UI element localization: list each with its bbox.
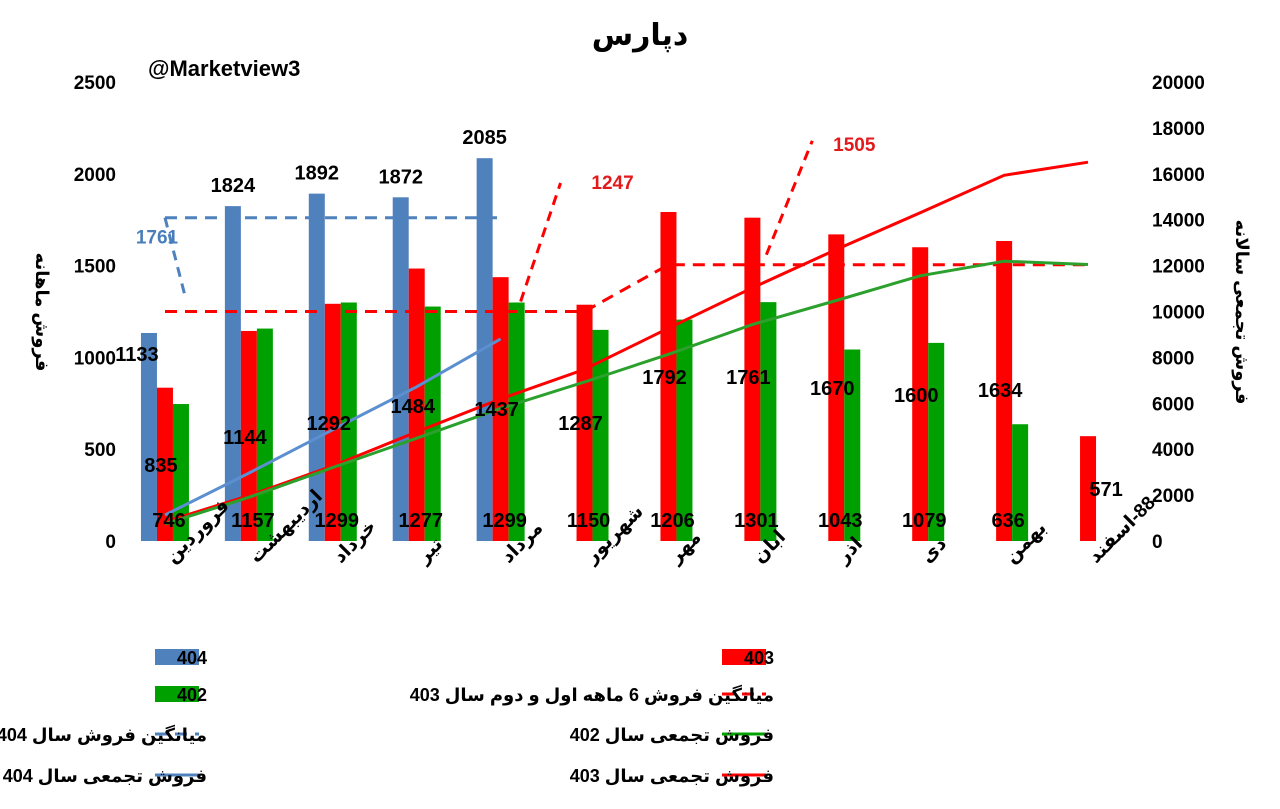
data-label-402: 1150 xyxy=(567,510,610,532)
legend-label: 402 xyxy=(177,685,207,705)
bar-403 xyxy=(576,304,593,541)
legend-label: میانگین فروش سال 404 xyxy=(0,724,207,746)
bar-402 xyxy=(676,319,693,541)
bar-403 xyxy=(324,303,341,541)
projection-label: 1505 xyxy=(833,135,876,156)
data-label-403: 1292 xyxy=(307,413,352,435)
bar-402 xyxy=(844,349,861,541)
legend-label: میانگین فروش 6 ماهه اول و دوم سال 403 xyxy=(410,684,774,706)
series-line xyxy=(164,160,1089,524)
y-axis-label: فروش ماهانه xyxy=(31,253,52,372)
bar-403 xyxy=(828,234,845,541)
series-line xyxy=(164,259,1089,526)
bar-402 xyxy=(928,342,945,541)
projection-line xyxy=(764,140,814,256)
series-line xyxy=(164,337,502,517)
data-label-404: 1824 xyxy=(211,175,256,197)
bar-403 xyxy=(408,268,425,541)
y2-tick-label: 16000 xyxy=(1152,165,1205,186)
chart-title: دپارس xyxy=(592,19,689,53)
bar-403 xyxy=(1080,436,1097,541)
legend-swatch xyxy=(155,686,199,702)
bar-403 xyxy=(996,240,1013,541)
bar-402 xyxy=(508,302,525,541)
bar-402 xyxy=(592,329,609,541)
data-label-403: 1144 xyxy=(223,427,267,449)
y2-tick-label: 10000 xyxy=(1152,303,1205,324)
data-label-402: 1079 xyxy=(902,510,947,532)
bar-402 xyxy=(760,302,777,541)
y2-tick-label: 2000 xyxy=(1152,486,1194,507)
bar-403 xyxy=(156,387,173,541)
watermark: @Marketview3 xyxy=(148,56,300,81)
projection-label: 1247 xyxy=(591,173,633,194)
projection-line xyxy=(163,217,187,297)
data-label-404: 1133 xyxy=(115,344,158,366)
y-tick-label: 2500 xyxy=(74,73,116,94)
data-label-402: 1206 xyxy=(650,510,695,532)
legend-label: فروش تجمعی سال 402 xyxy=(570,725,774,746)
legend-label: فروش تجمعی سال 403 xyxy=(570,766,774,787)
data-label-403: 835 xyxy=(144,455,177,477)
bar-404 xyxy=(140,332,157,541)
series-line xyxy=(165,263,1088,313)
y-tick-label: 1000 xyxy=(74,348,116,369)
y2-tick-label: 18000 xyxy=(1152,119,1205,140)
legend-label: فروش تجمعی سال 404 xyxy=(3,766,207,787)
data-label-403: 1600 xyxy=(894,385,939,407)
y-tick-label: 2000 xyxy=(74,165,116,186)
bar-403 xyxy=(660,211,677,541)
bar-403 xyxy=(912,247,929,542)
y-tick-label: 500 xyxy=(84,440,116,461)
data-label-402: 1301 xyxy=(734,510,779,532)
y2-tick-label: 4000 xyxy=(1152,440,1194,461)
bar-402 xyxy=(172,404,189,541)
bar-403 xyxy=(240,330,257,541)
y2-tick-label: 0 xyxy=(1152,532,1163,553)
y2-tick-label: 6000 xyxy=(1152,394,1194,415)
data-label-403: 1634 xyxy=(978,380,1023,402)
data-label-404: 1892 xyxy=(295,163,340,185)
y2-axis-label: فروش تجمعی سالانه xyxy=(1231,220,1252,405)
bar-402 xyxy=(424,306,441,541)
legend-swatch xyxy=(155,649,199,665)
data-label-403: 1670 xyxy=(810,378,855,400)
data-label-403: 1287 xyxy=(558,413,603,435)
data-label-403: 1792 xyxy=(642,367,687,389)
plot-area: 0 500 1000 1500 2000 2500 0 2000 4000 6000 8000 100… xyxy=(74,73,1205,568)
data-label-403: 1484 xyxy=(390,396,435,418)
data-label-402: 1299 xyxy=(482,510,527,532)
data-label-402: 1157 xyxy=(231,510,274,532)
data-label-404: 2085 xyxy=(462,127,507,149)
data-label-403: 571 xyxy=(1089,479,1122,501)
bar-404 xyxy=(224,206,241,542)
data-label-404: 1872 xyxy=(378,166,423,188)
legend-label: 404 xyxy=(177,648,207,668)
legend-swatch xyxy=(722,649,766,665)
y-tick-label: 0 xyxy=(105,532,116,553)
y2-tick-label: 14000 xyxy=(1152,211,1205,232)
data-label-403: 1437 xyxy=(474,399,519,421)
bar-402 xyxy=(1012,424,1029,541)
data-label-402: 636 xyxy=(991,510,1024,532)
projection-label: 1761 xyxy=(136,228,179,249)
data-label-402: 1277 xyxy=(398,510,443,532)
bar-403 xyxy=(744,217,761,541)
y-tick-label: 1500 xyxy=(74,257,116,278)
data-label-402: 1043 xyxy=(818,510,863,532)
legend: 404 403 402 میانگین فروش 6 ماهه اول و دوم س… xyxy=(0,648,774,787)
projection-line xyxy=(519,182,562,302)
data-label-402: 746 xyxy=(152,510,185,532)
bar-404 xyxy=(308,193,325,542)
y2-tick-label: 8000 xyxy=(1152,348,1194,369)
data-label-403: 1761 xyxy=(726,367,771,389)
bar-404 xyxy=(392,197,409,542)
legend-label: 403 xyxy=(744,648,774,668)
y2-tick-label: 12000 xyxy=(1152,257,1205,278)
data-label-402: 1299 xyxy=(315,510,360,532)
y2-tick-label: 20000 xyxy=(1152,73,1205,94)
